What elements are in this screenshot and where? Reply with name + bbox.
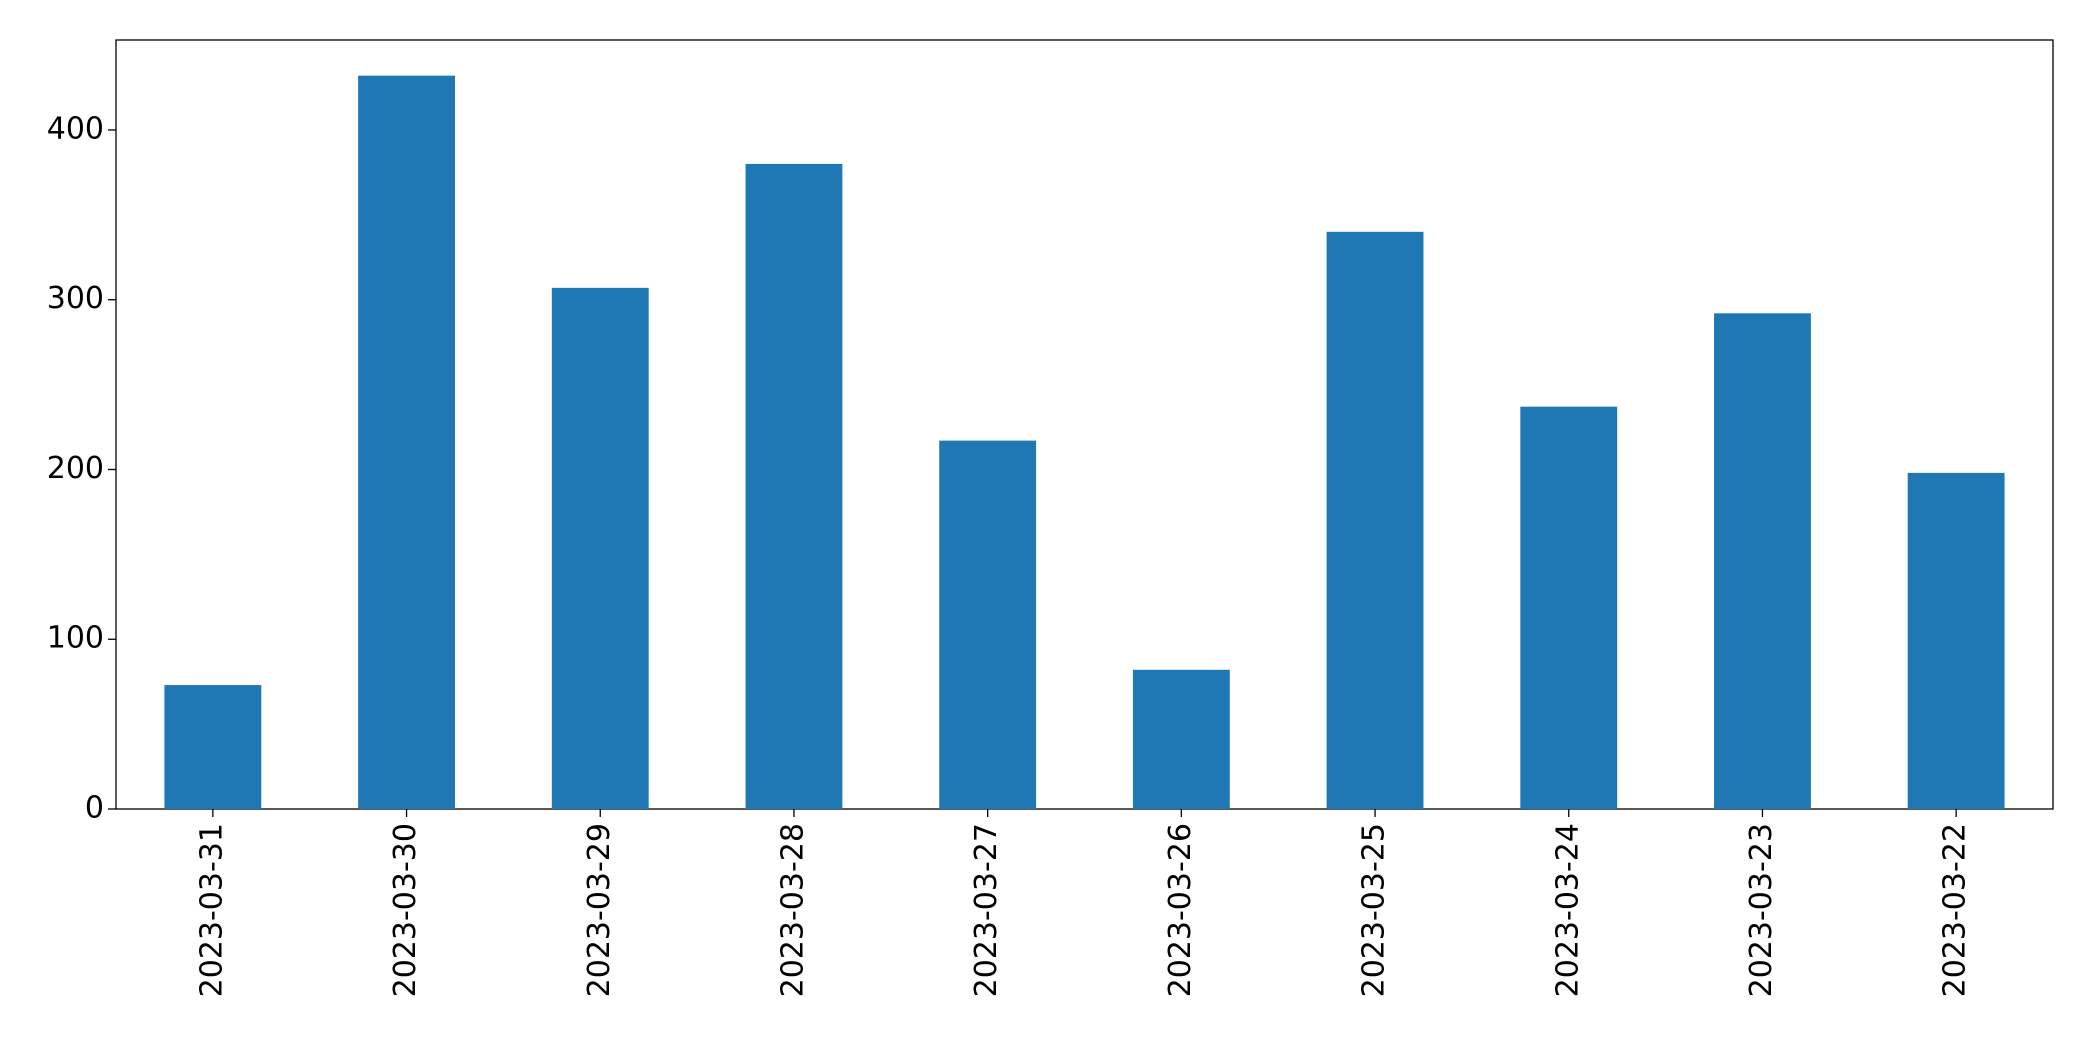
x-tick-label: 2023-03-27 — [969, 823, 1004, 997]
bar — [1714, 313, 1811, 809]
x-tick-label: 2023-03-26 — [1163, 823, 1198, 997]
bar — [551, 287, 649, 810]
bar — [358, 75, 455, 810]
axes-frame — [115, 39, 2054, 810]
y-tick-label: 100 — [47, 621, 104, 656]
bar — [1907, 472, 2005, 809]
x-tick-label: 2023-03-29 — [582, 823, 617, 997]
x-tick-label: 2023-03-22 — [1938, 823, 1973, 997]
x-tick-label: 2023-03-24 — [1550, 823, 1585, 997]
x-tick-label: 2023-03-30 — [388, 823, 423, 997]
y-tick-label: 0 — [85, 791, 104, 826]
bar — [164, 685, 262, 809]
y-tick-label: 300 — [47, 281, 104, 316]
bar — [1520, 406, 1618, 809]
bar — [939, 440, 1037, 809]
bar — [1132, 669, 1230, 809]
bar — [745, 163, 843, 810]
x-tick-label: 2023-03-31 — [194, 823, 229, 997]
x-tick-label: 2023-03-25 — [1357, 823, 1392, 997]
y-tick-label: 200 — [47, 451, 104, 486]
x-tick-label: 2023-03-23 — [1744, 823, 1779, 997]
bar — [1326, 231, 1424, 809]
y-tick-label: 400 — [47, 111, 104, 146]
x-tick-label: 2023-03-28 — [775, 823, 810, 997]
